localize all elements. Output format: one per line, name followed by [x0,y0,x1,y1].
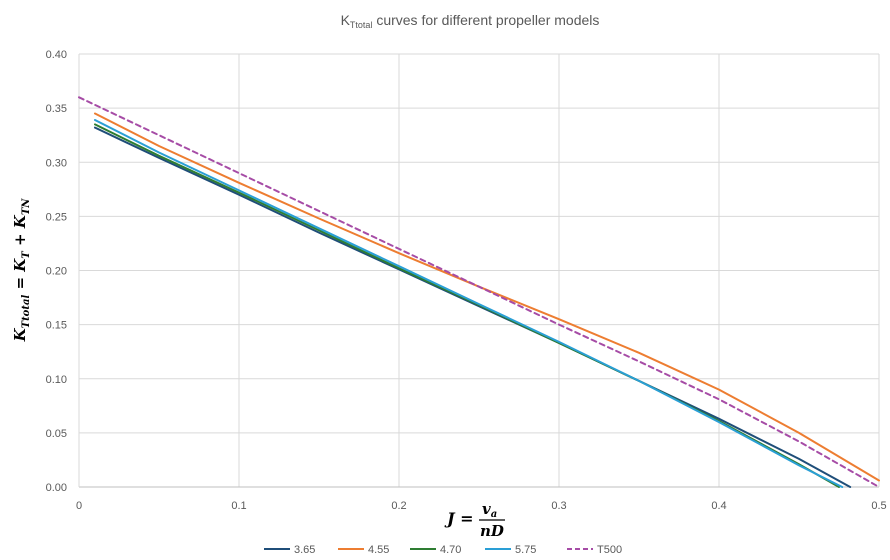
y-tick-label: 0.00 [46,482,67,494]
chart-title-k: K [341,12,351,28]
x-tick-label: 0.1 [231,500,246,512]
x-axis-label-denominator: nD [480,522,504,540]
series-line-t500 [78,96,880,488]
x-axis-label-lhs: J = [444,509,479,528]
series-lines [78,96,880,488]
legend-label: 5.75 [515,544,536,556]
legend-label: 4.55 [368,544,389,556]
y-tick-label: 0.40 [46,49,67,61]
y-tick-label: 0.25 [46,211,67,223]
y-tick-label: 0.20 [46,266,67,278]
x-tick-label: 0.3 [551,500,566,512]
legend-label: T500 [597,544,622,556]
series-line-5-75 [94,119,844,488]
legend-label: 3.65 [294,544,315,556]
y-tick-labels: 0.00 0.05 0.10 0.15 0.20 0.25 0.30 0.35 0.40 [46,49,67,494]
y-tick-label: 0.30 [46,157,67,169]
legend-label: 4.70 [440,544,461,556]
x-tick-label: 0.2 [391,500,406,512]
chart-title-rest: curves for different propeller models [372,12,599,28]
x-tick-labels: 0 0.1 0.2 0.3 0.4 0.5 [76,500,887,512]
chart-title-subscript: Ttotal [350,20,373,30]
axes [78,54,879,488]
x-axis-label-numerator: va [482,500,497,520]
x-tick-label: 0.4 [711,500,726,512]
y-axis-label: KTtotal = KT + KTN [11,198,32,343]
x-tick-label: 0 [76,500,82,512]
x-tick-label: 0.5 [871,500,886,512]
y-tick-label: 0.35 [46,103,67,115]
y-tick-label: 0.10 [46,374,67,386]
chart-title: KTtotal curves for different propeller m… [341,12,600,30]
y-tick-label: 0.15 [46,320,67,332]
y-tick-label: 0.05 [46,428,67,440]
legend: 3.65 4.55 4.70 5.75 T500 [264,544,622,556]
x-axis-label: J = va nD [444,500,505,540]
